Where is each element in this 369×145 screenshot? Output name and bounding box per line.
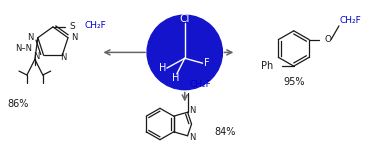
Text: N: N bbox=[28, 33, 34, 42]
Text: 84%: 84% bbox=[214, 127, 236, 137]
Text: S: S bbox=[70, 22, 76, 31]
Text: F: F bbox=[204, 58, 209, 68]
Text: N: N bbox=[71, 33, 77, 42]
Text: N: N bbox=[60, 53, 66, 62]
Text: O: O bbox=[324, 35, 331, 44]
Text: H: H bbox=[172, 73, 179, 83]
Text: N: N bbox=[190, 133, 196, 142]
Text: CH₂F: CH₂F bbox=[85, 21, 106, 30]
Text: N–N: N–N bbox=[15, 44, 32, 53]
Text: 95%: 95% bbox=[283, 77, 304, 87]
Text: Cl: Cl bbox=[180, 14, 190, 24]
Text: H: H bbox=[159, 63, 167, 73]
Text: Ph: Ph bbox=[261, 61, 273, 71]
Text: CH₂F: CH₂F bbox=[190, 80, 211, 89]
Circle shape bbox=[147, 15, 223, 90]
Text: 86%: 86% bbox=[7, 99, 29, 109]
Text: N: N bbox=[190, 106, 196, 115]
Text: N: N bbox=[33, 52, 39, 61]
Text: CH₂F: CH₂F bbox=[340, 16, 362, 25]
